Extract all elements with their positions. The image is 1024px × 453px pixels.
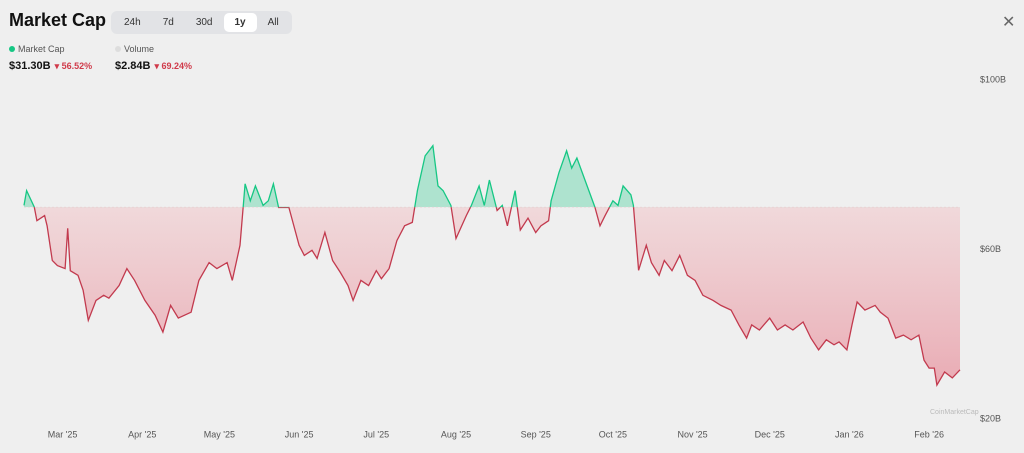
x-tick-label: Jun '25 bbox=[285, 429, 314, 439]
y-tick-label: $100B bbox=[980, 74, 1006, 84]
x-tick-label: Oct '25 bbox=[599, 429, 627, 439]
x-tick-label: May '25 bbox=[204, 429, 235, 439]
legend-label: Volume bbox=[124, 44, 155, 54]
area-down bbox=[24, 207, 960, 386]
title: Market Cap bbox=[9, 10, 107, 30]
x-tick-label: Feb '26 bbox=[914, 429, 944, 439]
stat: Volume $2.84B ▾ 69.24% bbox=[115, 44, 193, 72]
tab[interactable]: 1y bbox=[223, 13, 257, 32]
stat-change: 69.24% bbox=[161, 61, 193, 71]
x-tick-label: Apr '25 bbox=[128, 429, 156, 439]
line-up bbox=[23, 144, 635, 208]
tab[interactable]: 24h bbox=[124, 17, 141, 28]
y-tick-label: $60B bbox=[980, 244, 1001, 254]
legend-label: Market Cap bbox=[18, 44, 65, 54]
x-tick-label: Jan '26 bbox=[835, 429, 864, 439]
x-tick-label: Sep '25 bbox=[521, 429, 551, 439]
tab[interactable]: All bbox=[267, 17, 279, 28]
y-tick-label: $20B bbox=[980, 413, 1001, 423]
tab[interactable]: 7d bbox=[162, 17, 174, 28]
x-tick-label: Aug '25 bbox=[441, 429, 471, 439]
tabs: 24h 7d 30d 1y All bbox=[111, 11, 292, 34]
area-up bbox=[24, 145, 960, 208]
x-tick-label: Jul '25 bbox=[363, 429, 389, 439]
watermark: CoinMarketCap bbox=[930, 409, 979, 416]
tab[interactable]: 30d bbox=[195, 17, 213, 28]
stat-value: $31.30B bbox=[9, 60, 51, 72]
line-down bbox=[33, 207, 961, 388]
stat-value: $2.84B bbox=[115, 60, 151, 72]
x-tick-label: Dec '25 bbox=[755, 429, 785, 439]
x-tick-label: Mar '25 bbox=[48, 429, 78, 439]
x-tick-label: Nov '25 bbox=[677, 429, 707, 439]
stat-change: 56.52% bbox=[61, 61, 93, 71]
close-button[interactable]: ✕ bbox=[1002, 14, 1016, 31]
stat: Market Cap $31.30B ▾ 56.52% bbox=[9, 44, 93, 72]
